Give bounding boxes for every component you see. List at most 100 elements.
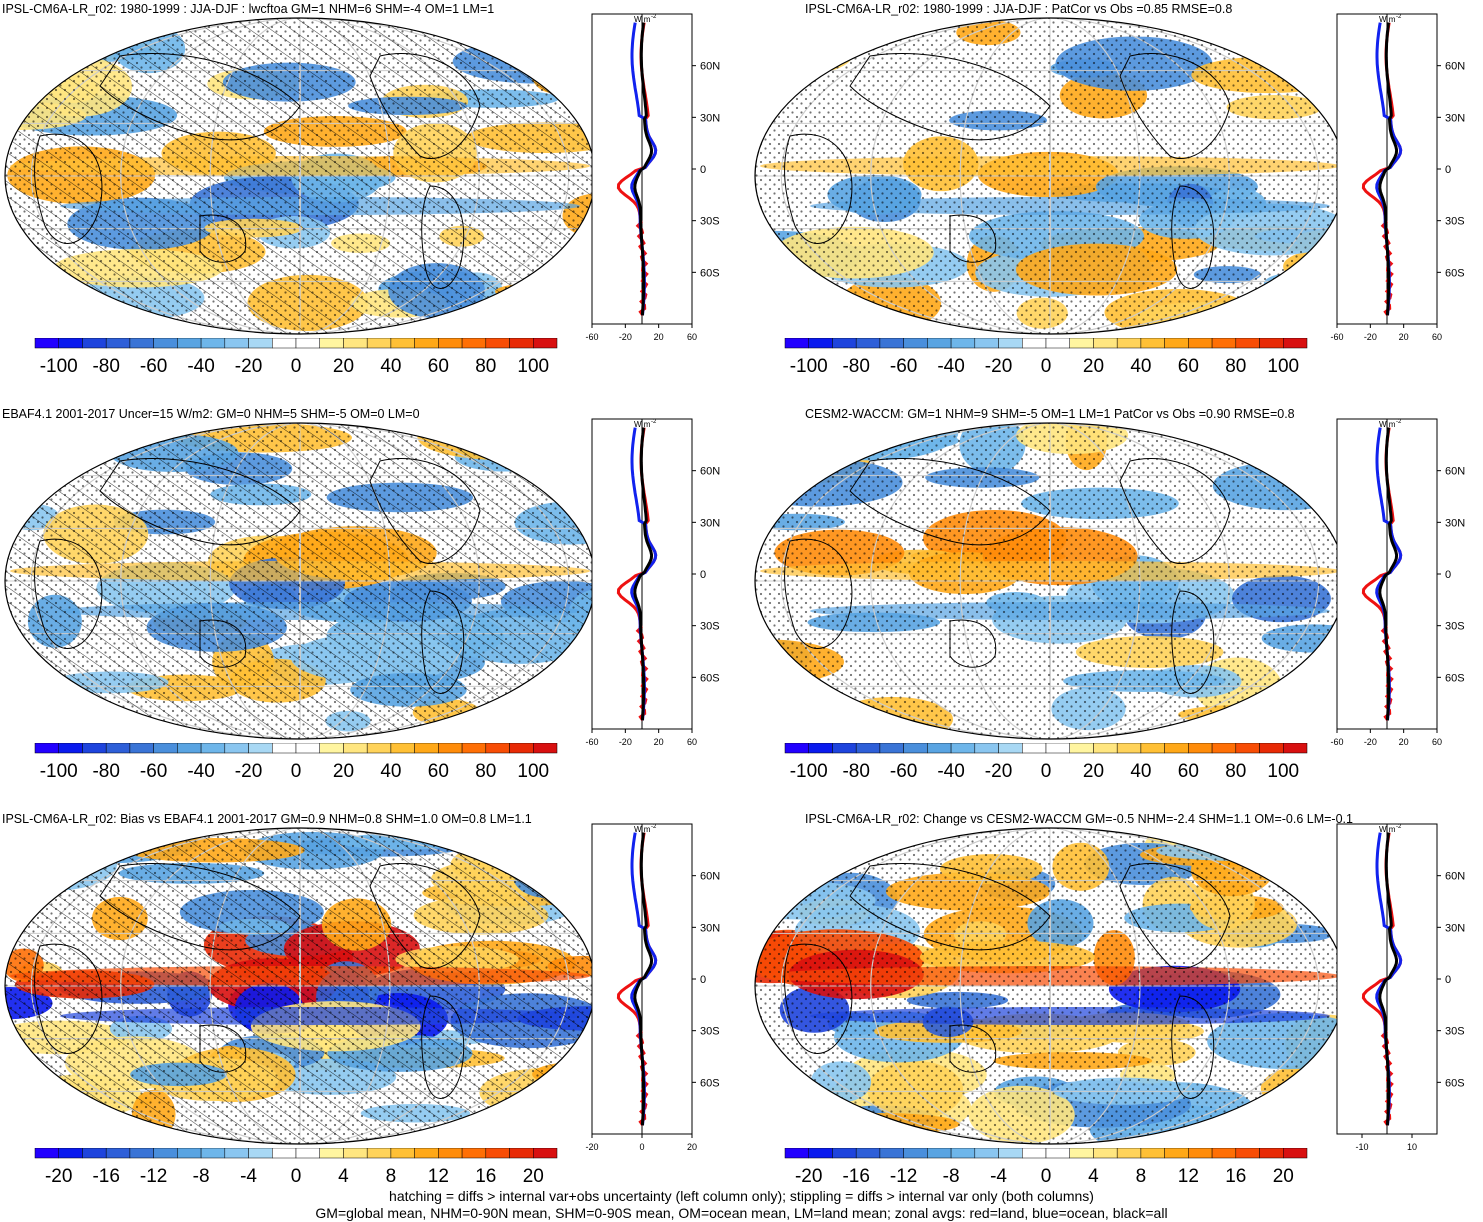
colorbar-tick-label: -20 bbox=[985, 761, 1012, 782]
colorbar-swatch bbox=[998, 743, 1023, 754]
colorbar-swatch bbox=[485, 743, 510, 754]
colorbar-swatch bbox=[1140, 743, 1165, 754]
colorbar-swatch bbox=[34, 743, 59, 754]
colorbar-swatch bbox=[34, 1148, 59, 1159]
colorbar-swatch bbox=[129, 1148, 154, 1159]
colorbar-tick-label: 40 bbox=[1130, 761, 1151, 782]
colorbar-swatch bbox=[784, 338, 809, 349]
zonal-x-tick-label: -60 bbox=[585, 737, 598, 747]
colorbar-swatch bbox=[390, 1148, 415, 1159]
colorbar-swatch bbox=[903, 338, 928, 349]
colorbar-swatch bbox=[438, 1148, 463, 1159]
colorbar-swatch bbox=[319, 338, 344, 349]
colorbar-swatch bbox=[927, 1148, 952, 1159]
lat-tick-label: 30S bbox=[1445, 621, 1465, 633]
zonal-line-all bbox=[633, 22, 654, 316]
colorbar-tick-label: -20 bbox=[235, 761, 262, 782]
colorbar-tick-label: 4 bbox=[1088, 1166, 1099, 1187]
colorbar-swatch bbox=[1211, 1148, 1237, 1159]
colorbar-tick-label: 40 bbox=[1130, 356, 1151, 377]
colorbar-swatch bbox=[998, 338, 1023, 349]
colorbar-swatch bbox=[366, 338, 392, 349]
colorbar-tick-label: -40 bbox=[187, 761, 214, 782]
colorbar-swatch bbox=[533, 1148, 558, 1159]
colorbar-swatch bbox=[461, 338, 487, 349]
colorbar-tick-label: -40 bbox=[937, 761, 964, 782]
colorbar-swatch bbox=[248, 743, 273, 754]
panel-1: IPSL-CM6A-LR_r02: 1980-1999 : JJA-DJF : … bbox=[0, 0, 738, 400]
colorbar-tick-label: -60 bbox=[140, 761, 167, 782]
colorbar-swatch bbox=[200, 743, 226, 754]
colorbar-swatch bbox=[1069, 1148, 1094, 1159]
colorbar-tick-label: 16 bbox=[475, 1166, 496, 1187]
map-plot bbox=[4, 827, 596, 1145]
colorbar-swatch bbox=[177, 743, 202, 754]
lat-tick-label: 60N bbox=[700, 466, 720, 478]
zonal-x-tick-label: 60 bbox=[1432, 737, 1442, 747]
colorbar-swatch bbox=[177, 1148, 202, 1159]
zonal-unit-label: W m bbox=[634, 15, 651, 24]
map-plot bbox=[4, 422, 596, 740]
colorbar-swatch bbox=[879, 338, 904, 349]
lat-tick-label: 60S bbox=[1445, 672, 1465, 684]
zonal-unit-label: W m bbox=[634, 420, 651, 429]
lat-tick-label: 30N bbox=[700, 112, 720, 124]
colorbar-tick-label: 8 bbox=[1136, 1166, 1147, 1187]
colorbar-swatch bbox=[153, 338, 178, 349]
colorbar-swatch bbox=[1283, 338, 1308, 349]
colorbar-swatch bbox=[509, 1148, 534, 1159]
colorbar-swatch bbox=[808, 743, 833, 754]
colorbar-tick-label: 20 bbox=[1083, 356, 1104, 377]
colorbar-tick-label: -12 bbox=[890, 1166, 917, 1187]
colorbar-swatch bbox=[1140, 1148, 1165, 1159]
map-plot bbox=[4, 17, 596, 335]
colorbar-swatch bbox=[784, 743, 809, 754]
colorbar-swatch bbox=[1093, 1148, 1118, 1159]
colorbar-swatch bbox=[105, 743, 131, 754]
colorbar-swatch bbox=[58, 743, 83, 754]
colorbar-swatch bbox=[1093, 338, 1118, 349]
lat-tick-label: 30N bbox=[1445, 112, 1465, 124]
colorbar-swatch bbox=[414, 338, 439, 349]
colorbar-tick-label: 20 bbox=[333, 761, 354, 782]
colorbar-swatch bbox=[153, 743, 178, 754]
colorbar-swatch bbox=[808, 1148, 833, 1159]
zonal-average-plot: W m -2 60N 30N 0 30S 60S -20 0 20 bbox=[585, 823, 720, 1152]
colorbar: -100 -80 -60 -40 -20 0 20 40 60 80 100 bbox=[34, 338, 558, 377]
zonal-x-tick-label: -60 bbox=[1330, 737, 1343, 747]
colorbar-tick-label: -80 bbox=[92, 356, 119, 377]
colorbar-tick-label: -100 bbox=[40, 356, 78, 377]
colorbar-swatch bbox=[177, 338, 202, 349]
footer-line-2: GM=global mean, NHM=0-90N mean, SHM=0-90… bbox=[315, 1205, 1168, 1221]
panel-6: IPSL-CM6A-LR_r02: Change vs CESM2-WACCM … bbox=[745, 810, 1483, 1210]
zonal-x-tick-label: 20 bbox=[1399, 332, 1409, 342]
zonal-line-all bbox=[1378, 22, 1399, 316]
colorbar-tick-label: -20 bbox=[235, 356, 262, 377]
colorbar-swatch bbox=[390, 338, 415, 349]
colorbar-swatch bbox=[509, 338, 534, 349]
colorbar-swatch bbox=[295, 743, 320, 754]
lat-tick-label: 60N bbox=[1445, 61, 1465, 73]
colorbar-tick-label: 80 bbox=[475, 356, 496, 377]
colorbar-tick-label: 20 bbox=[523, 1166, 544, 1187]
colorbar-swatch bbox=[974, 1148, 999, 1159]
colorbar-tick-label: -16 bbox=[842, 1166, 869, 1187]
colorbar-swatch bbox=[295, 338, 320, 349]
panel-5: IPSL-CM6A-LR_r02: Bias vs EBAF4.1 2001-2… bbox=[0, 810, 738, 1210]
zonal-x-tick-label: -60 bbox=[585, 332, 598, 342]
colorbar-swatch bbox=[224, 338, 249, 349]
colorbar-swatch bbox=[1235, 1148, 1260, 1159]
colorbar-tick-label: 4 bbox=[338, 1166, 349, 1187]
lat-tick-label: 0 bbox=[700, 974, 706, 986]
colorbar-swatch bbox=[1140, 338, 1165, 349]
zonal-x-tick-label: 20 bbox=[654, 332, 664, 342]
lat-tick-label: 30S bbox=[1445, 1026, 1465, 1038]
colorbar-swatch bbox=[343, 338, 368, 349]
colorbar-swatch bbox=[224, 743, 249, 754]
zonal-x-tick-label: 20 bbox=[687, 1142, 697, 1152]
colorbar-swatch bbox=[1188, 743, 1213, 754]
colorbar-swatch bbox=[82, 338, 107, 349]
zonal-line-all bbox=[633, 832, 654, 1126]
lat-tick-label: 0 bbox=[700, 569, 706, 581]
colorbar: -100 -80 -60 -40 -20 0 20 40 60 80 100 bbox=[34, 743, 558, 782]
